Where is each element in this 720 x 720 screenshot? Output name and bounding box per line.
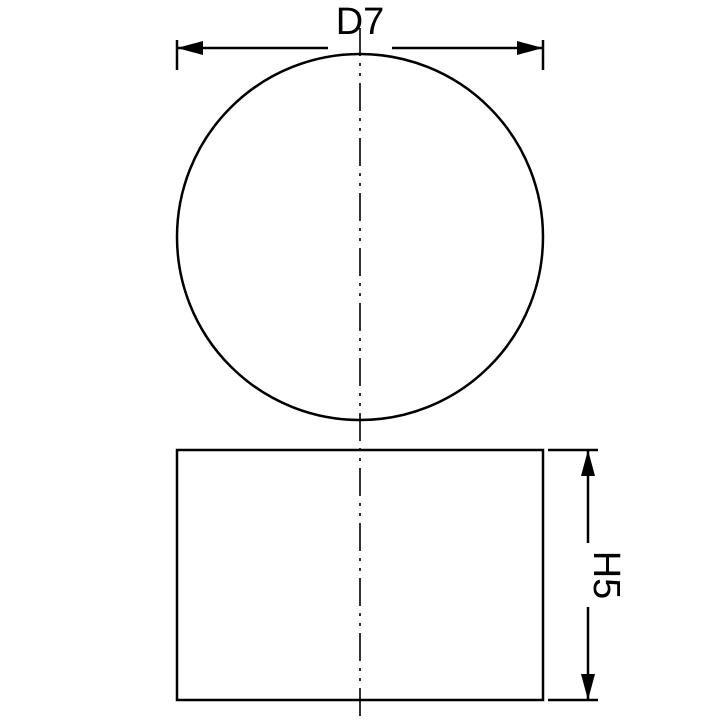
arrowhead-left-icon xyxy=(177,41,203,55)
dimension-label-diameter: D7 xyxy=(336,1,385,43)
arrowhead-down-icon xyxy=(581,674,595,700)
engineering-drawing: D7 H5 xyxy=(0,0,720,720)
arrowhead-right-icon xyxy=(517,41,543,55)
dimension-label-height: H5 xyxy=(585,551,627,600)
dimension-diameter: D7 xyxy=(177,1,543,70)
arrowhead-up-icon xyxy=(581,450,595,476)
dimension-height: H5 xyxy=(548,450,627,700)
